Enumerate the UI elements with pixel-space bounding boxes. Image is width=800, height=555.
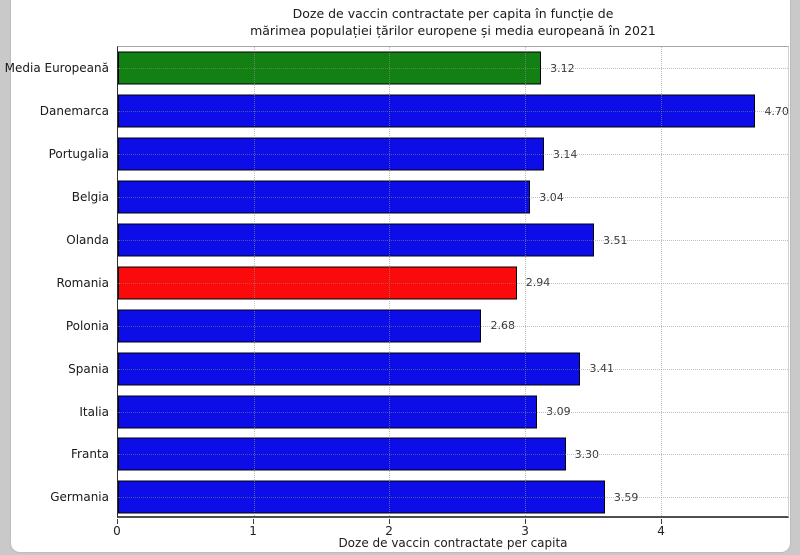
vertical-gridline (524, 47, 526, 516)
x-tick-label: 1 (249, 524, 257, 538)
horizontal-gridline (118, 454, 788, 456)
category-label: Spania (68, 361, 109, 376)
vertical-gridline (389, 47, 391, 516)
horizontal-gridline (118, 325, 788, 327)
chart-title-line1: Doze de vaccin contractate per capita în… (292, 6, 614, 21)
vertical-gridline (660, 47, 662, 516)
horizontal-gridline (118, 368, 788, 370)
x-axis-label: Doze de vaccin contractate per capita (338, 536, 568, 550)
x-tick-label: 4 (657, 524, 665, 538)
horizontal-gridline (118, 411, 788, 413)
x-tick-label: 2 (385, 524, 393, 538)
x-tick-mark (253, 519, 255, 524)
x-tick-label: 3 (521, 524, 529, 538)
horizontal-gridline (118, 68, 788, 70)
plot-area: Media Europeană 3.12 Danemarca 4.70 Portugal… (5, 46, 789, 519)
category-label: Portugalia (48, 147, 109, 162)
category-label: Romania (56, 275, 109, 290)
bar-row: Franta 3.30 (71, 433, 788, 476)
bar-row: Italia 3.09 (79, 390, 788, 433)
horizontal-gridline (118, 197, 788, 199)
bar-row: Olanda 3.51 (66, 219, 788, 262)
category-label: Belgia (71, 190, 109, 205)
x-tick-mark (661, 519, 663, 524)
x-tick-label: 0 (113, 524, 121, 538)
bar-row: Media Europeană 3.12 (5, 47, 788, 90)
x-tick-mark (525, 519, 527, 524)
horizontal-gridline (118, 111, 788, 113)
category-label: Olanda (66, 233, 109, 247)
bar-row: Portugalia 3.14 (49, 133, 788, 176)
horizontal-gridline (118, 154, 788, 156)
category-label: Danemarca (39, 104, 109, 119)
chart-title: Doze de vaccin contractate per capita în… (117, 6, 789, 39)
bar-row: Germania 3.59 (50, 476, 788, 519)
x-tick-mark (117, 519, 118, 524)
category-label: Franta (71, 447, 109, 462)
x-axis-ticks: 0 1 2 3 4 (113, 518, 789, 538)
x-tick-mark (389, 519, 391, 524)
vertical-gridline (253, 47, 255, 516)
horizontal-gridline (118, 282, 788, 284)
bar-row: Danemarca 4.70 (40, 90, 789, 133)
horizontal-gridline (118, 240, 788, 241)
bar-row: Spania 3.41 (68, 347, 788, 390)
horizontal-gridline (118, 497, 788, 499)
chart-figure: Doze de vaccin contractate per capita în… (5, 0, 791, 553)
chart-title-line2: mărimea populației țărilor europene și m… (250, 22, 656, 38)
category-label: Media Europeană (4, 61, 109, 76)
category-label: Germania (50, 490, 109, 505)
bar-row: Belgia 3.04 (72, 176, 788, 219)
bar-row: Romania 2.94 (57, 261, 788, 304)
bar-row: Polonia 2.68 (66, 304, 788, 347)
category-label: Polonia (65, 318, 109, 333)
category-label: Italia (79, 404, 109, 419)
